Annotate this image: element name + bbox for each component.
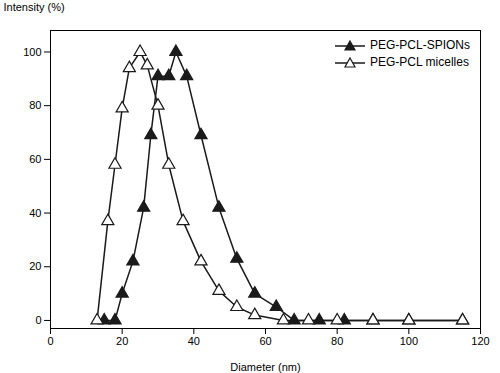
svg-text:20: 20 — [116, 335, 128, 347]
svg-text:20: 20 — [29, 260, 41, 272]
svg-text:Diameter (nm): Diameter (nm) — [230, 361, 300, 373]
html-text:PEG-PCL micelles: PEG-PCL micelles — [370, 55, 469, 69]
svg-text:100: 100 — [400, 335, 418, 347]
svg-text:60: 60 — [259, 335, 271, 347]
svg-text:40: 40 — [29, 207, 41, 219]
svg-text:80: 80 — [29, 99, 41, 111]
html-text:PEG-PCL-SPIONs: PEG-PCL-SPIONs — [370, 38, 470, 52]
svg-text:0: 0 — [35, 314, 41, 326]
svg-text:0: 0 — [47, 335, 53, 347]
svg-text:Intensity (%): Intensity (%) — [4, 1, 65, 13]
svg-text:40: 40 — [188, 335, 200, 347]
svg-text:60: 60 — [29, 153, 41, 165]
svg-text:120: 120 — [471, 335, 489, 347]
svg-text:100: 100 — [23, 45, 41, 57]
svg-text:80: 80 — [331, 335, 343, 347]
